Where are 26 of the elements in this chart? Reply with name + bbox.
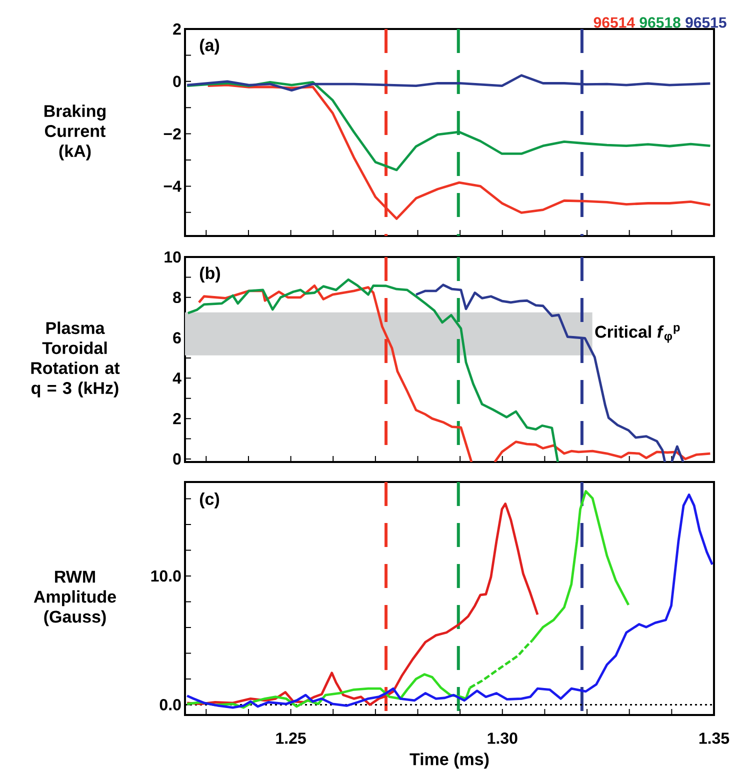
- y-tick-label: 0.0: [160, 699, 181, 710]
- annotation: (b): [200, 266, 220, 283]
- y-tick-label: 10: [164, 251, 181, 263]
- y-tick-label: 0: [173, 453, 181, 465]
- y-tick-label: 6: [173, 332, 181, 344]
- x-axis-title: Time (ms): [410, 752, 489, 769]
- y-tick-label: 4: [172, 372, 182, 384]
- x-tick-label: 1.35: [699, 732, 730, 744]
- y-axis-title: Plasma Toroidal Rotation at q = 3 (kHz): [31, 322, 120, 398]
- y-axis-title: Braking Current (kA): [44, 104, 106, 160]
- text: 96515: [686, 17, 726, 28]
- text: 96518: [640, 17, 680, 28]
- y-tick-label: 2: [173, 412, 181, 424]
- text: 96514: [594, 17, 635, 28]
- y-axis-title: RWM Amplitude (Gauss): [34, 570, 116, 626]
- y-tick-label: 0: [173, 76, 181, 88]
- x-tick-label: 1.30: [488, 732, 518, 744]
- y-tick-label: −2: [164, 128, 181, 140]
- y-tick-label: 10.0: [151, 570, 181, 582]
- y-tick-label: 2: [173, 23, 181, 35]
- x-tick-label: 1.25: [276, 732, 306, 744]
- annotation: (a): [200, 38, 220, 55]
- band-label: Critical f$_{φ}$p: [595, 324, 680, 343]
- y-tick-label: 8: [173, 292, 181, 304]
- annotation: (c): [200, 492, 220, 508]
- y-tick-label: −4: [164, 180, 182, 192]
